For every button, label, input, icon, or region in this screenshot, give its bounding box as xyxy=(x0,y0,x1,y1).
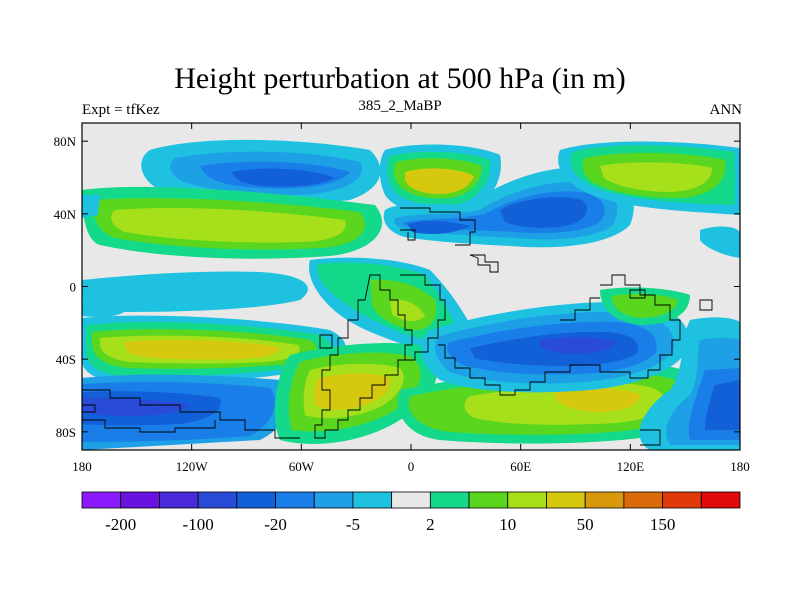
colorbar-box xyxy=(120,491,160,509)
colorbar-box xyxy=(275,491,315,509)
y-tick-label: 0 xyxy=(70,280,77,295)
coastline-north-africa xyxy=(400,207,476,246)
contour-region xyxy=(82,299,130,318)
experiment-label: Expt = tfKez xyxy=(82,102,160,118)
colorbar-box xyxy=(352,491,393,509)
colorbar-box xyxy=(159,491,199,509)
colorbar-box xyxy=(429,491,470,509)
x-tick-label: 120E xyxy=(617,459,645,474)
contour-region xyxy=(612,293,678,318)
colorbar-box xyxy=(700,491,741,509)
colorbar-box xyxy=(546,491,586,509)
coastline-south-america xyxy=(314,274,413,439)
coastlines xyxy=(82,207,713,446)
contour-region xyxy=(82,195,100,218)
coastline-africa xyxy=(400,274,446,361)
contour-region xyxy=(555,387,640,412)
y-tick-label: 80S xyxy=(56,425,76,440)
colorbar-label: -100 xyxy=(183,515,214,534)
colorbar-labels: -200 -100 -20 -5 2 10 50 150 xyxy=(105,515,675,534)
colorbar-box xyxy=(197,491,238,509)
x-tick-label: 0 xyxy=(408,459,415,474)
y-tick-label: 40N xyxy=(54,207,77,222)
axis-labels: 180 120W 60W 0 60E 120E 180 80N 40N 0 40S 80S xyxy=(54,134,750,474)
contour-region xyxy=(111,208,346,243)
colorbar-label: -5 xyxy=(346,515,360,534)
case-label: 385_2_MaBP xyxy=(358,98,442,114)
contour-region xyxy=(232,168,335,187)
colorbar-label: 2 xyxy=(426,515,435,534)
x-tick-label: 120W xyxy=(176,459,209,474)
colorbar-box xyxy=(584,491,625,509)
coastline-asia xyxy=(438,274,681,396)
colorbar-label: 150 xyxy=(650,515,676,534)
contour-region xyxy=(405,168,474,194)
coastline-se-pacific xyxy=(699,299,713,311)
contour-region xyxy=(408,220,470,234)
x-tick-label: 180 xyxy=(72,459,92,474)
coastline-antarctica xyxy=(82,389,300,439)
colorbar-box xyxy=(81,491,122,509)
contour-region xyxy=(600,162,712,192)
coastline-antarctica-east xyxy=(640,429,661,446)
x-tick-label: 180 xyxy=(730,459,750,474)
coastline-arabia xyxy=(469,254,499,273)
colorbar-box xyxy=(623,491,663,509)
axis-ticks xyxy=(81,123,741,450)
colorbar-label: 50 xyxy=(577,515,594,534)
colorbar-box xyxy=(236,491,276,509)
contour-region xyxy=(700,226,740,258)
x-tick-label: 60W xyxy=(289,459,315,474)
colorbar-box xyxy=(662,491,702,509)
colorbar-box xyxy=(391,491,431,509)
coastline-tropic-patch xyxy=(319,334,333,349)
colorbar-label: -20 xyxy=(264,515,287,534)
plot-title: Height perturbation at 500 hPa (in m) xyxy=(174,62,626,95)
contour-region xyxy=(500,197,587,228)
contour-map xyxy=(82,123,740,450)
period-label: ANN xyxy=(709,102,743,118)
coastline-antarctica-west xyxy=(82,419,216,433)
colorbar-label: 10 xyxy=(499,515,516,534)
colorbar xyxy=(81,491,741,509)
colorbar-label: -200 xyxy=(105,515,136,534)
x-tick-label: 60E xyxy=(510,459,531,474)
contour-region xyxy=(540,337,616,354)
coastline-sw xyxy=(82,404,96,413)
colorbar-box xyxy=(507,491,547,509)
coastline-australia xyxy=(560,297,600,321)
contour-region xyxy=(82,398,190,416)
coastline-europe xyxy=(400,229,416,241)
contour-region xyxy=(82,271,308,312)
contour-region xyxy=(124,339,280,360)
contour-region xyxy=(705,380,740,430)
contour-region xyxy=(390,299,425,322)
contour-region xyxy=(314,373,391,410)
colorbar-box xyxy=(313,491,354,509)
y-tick-label: 40S xyxy=(56,352,76,367)
colorbar-box xyxy=(468,491,509,509)
coastline-indonesia xyxy=(629,289,646,299)
y-tick-label: 80N xyxy=(54,134,77,149)
